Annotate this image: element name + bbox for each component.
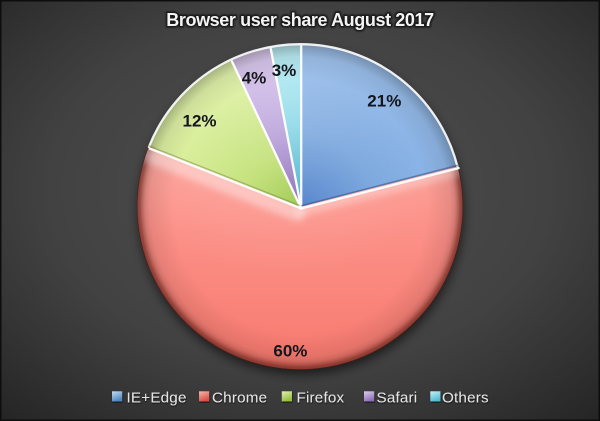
svg-text:21%: 21%	[367, 92, 401, 111]
svg-text:60%: 60%	[273, 342, 307, 361]
svg-text:Chrome: Chrome	[212, 389, 267, 406]
svg-text:Others: Others	[442, 389, 489, 406]
svg-text:IE+Edge: IE+Edge	[127, 389, 187, 406]
svg-text:Browser user share August 2017: Browser user share August 2017	[166, 10, 434, 30]
svg-text:Firefox: Firefox	[297, 389, 345, 406]
svg-text:Safari: Safari	[377, 389, 418, 406]
svg-text:3%: 3%	[272, 61, 297, 80]
svg-text:4%: 4%	[242, 69, 267, 88]
svg-text:12%: 12%	[182, 112, 216, 131]
svg-text:Browser user share August 2017: Browser user share August 2017	[166, 10, 434, 30]
